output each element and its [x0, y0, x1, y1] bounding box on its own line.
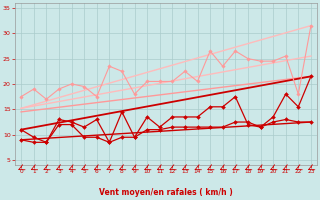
X-axis label: Vent moyen/en rafales ( km/h ): Vent moyen/en rafales ( km/h )	[99, 188, 233, 197]
